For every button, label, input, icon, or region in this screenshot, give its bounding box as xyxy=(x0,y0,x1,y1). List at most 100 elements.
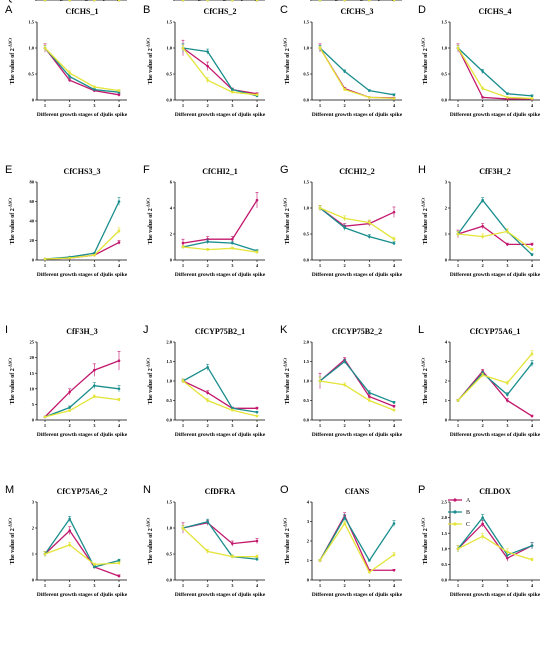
data-point xyxy=(43,415,47,419)
x-axis-label: Different growth stages of djulis spike xyxy=(450,432,541,438)
series-line xyxy=(457,47,532,100)
data-point xyxy=(368,235,371,238)
y-tick-label: 0.5 xyxy=(166,0,172,1)
panel-d: D CfCHS_4 0.0 0.5 1.0 1.5 1 2 3 4 Different growth… xyxy=(418,4,541,118)
legend-marker xyxy=(453,498,457,502)
y-axis-label-base: The value of 2 xyxy=(285,48,291,84)
panel-l: L CfCYP75A6_1 0 1 2 3 4 1 2 3 4 Different growth st… xyxy=(418,324,541,438)
y-tick-label: 1.0 xyxy=(303,206,309,211)
y-axis-label-sup: -ΔΔCt xyxy=(146,37,151,48)
y-tick-label: 0 xyxy=(307,0,310,1)
series-line xyxy=(319,207,395,244)
data-point xyxy=(481,224,484,228)
panel-q: QCfUFGT-10.00.51.01.52.02.51234Different… xyxy=(0,0,128,3)
y-tick-label: 1.5 xyxy=(441,20,447,25)
series-line xyxy=(182,199,258,244)
data-point xyxy=(117,229,121,233)
series-a xyxy=(318,205,396,229)
y-axis-label-base: The value of 2 xyxy=(285,528,291,564)
data-point xyxy=(181,245,185,249)
series-b xyxy=(318,45,396,97)
data-point xyxy=(368,395,371,398)
y-tick-label: 1.5 xyxy=(166,359,172,364)
x-axis-label: Different growth stages of djulis spike xyxy=(37,272,128,278)
x-axis-label: Different growth stages of djulis spike xyxy=(450,592,541,598)
data-point xyxy=(255,414,259,418)
y-axis-label-base: The value of 2 xyxy=(0,0,13,2)
x-tick-label: 2 xyxy=(207,263,210,268)
series-line xyxy=(319,380,395,411)
series-c xyxy=(43,541,121,566)
series-c xyxy=(318,205,396,242)
panel-letter: P xyxy=(418,484,425,496)
data-point xyxy=(206,550,209,553)
y-tick-label: 1 xyxy=(445,232,448,237)
data-point xyxy=(506,243,509,246)
panel-title: CfCHS_3 xyxy=(341,7,374,16)
x-tick-label: 3 xyxy=(506,423,509,428)
x-tick-label: 2 xyxy=(69,423,72,428)
series-line xyxy=(44,47,120,92)
series-line xyxy=(319,207,395,240)
y-axis-label-base: The value of 2 xyxy=(148,208,154,244)
y-tick-label: 2 xyxy=(32,526,35,531)
y-axis-label-base: The value of 2 xyxy=(10,48,16,84)
x-tick-label: 4 xyxy=(118,423,121,428)
series-line xyxy=(44,384,120,418)
legend-item-b: B xyxy=(448,510,470,516)
y-tick-label: 0.0 xyxy=(28,0,34,1)
x-axis-label: Different growth stages of djulis spike xyxy=(175,592,266,598)
data-point xyxy=(206,64,209,68)
series-b xyxy=(43,382,121,419)
panel-title: CfCHS_4 xyxy=(479,7,512,16)
y-axis-label-base: The value of 2 xyxy=(10,528,16,564)
series-line xyxy=(44,47,120,96)
panel-letter: B xyxy=(143,4,150,16)
y-tick-label: 0.5 xyxy=(166,72,172,77)
data-point xyxy=(506,393,509,396)
y-tick-label: 0.0 xyxy=(166,0,172,1)
data-point xyxy=(93,253,96,257)
series-b xyxy=(456,360,534,402)
panel-e: E CfCHS3_3 0 20 40 60 80 1 2 3 4 Different growth s… xyxy=(5,164,128,278)
x-tick-label: 1 xyxy=(44,263,47,268)
y-axis-label: The value of 2-ΔΔCt xyxy=(8,197,17,244)
x-tick-label: 2 xyxy=(207,423,210,428)
x-tick-label: 1 xyxy=(319,423,322,428)
y-tick-label: 1.5 xyxy=(166,20,172,25)
series-c xyxy=(43,0,121,2)
series-line xyxy=(182,47,258,95)
series-b xyxy=(181,43,259,98)
y-tick-label: 1.0 xyxy=(441,546,447,551)
x-tick-label: 2 xyxy=(69,583,72,588)
x-tick-label: 1 xyxy=(457,583,460,588)
y-tick-label: 3 xyxy=(32,500,35,505)
y-tick-label: 1.0 xyxy=(166,46,172,51)
data-point xyxy=(181,0,185,2)
data-point xyxy=(506,550,509,554)
data-point xyxy=(255,407,259,410)
y-axis-label-sup: -ΔΔCt xyxy=(8,357,13,368)
panel-letter: I xyxy=(5,324,8,336)
y-tick-label: 1.5 xyxy=(28,20,34,25)
panel-a: A CfCHS_1 0 0.5 1.0 1.5 1 2 3 4 Different growth s… xyxy=(5,4,128,118)
data-point xyxy=(481,373,484,377)
data-point xyxy=(68,517,71,521)
data-point xyxy=(43,257,47,261)
y-tick-label: 0.5 xyxy=(303,72,309,77)
panel-letter: K xyxy=(280,324,288,336)
y-axis-label-base: The value of 2 xyxy=(0,0,13,2)
x-tick-label: 2 xyxy=(344,583,347,588)
x-tick-label: 1 xyxy=(44,423,47,428)
panel-title: CfCHS3_3 xyxy=(64,167,101,176)
series-line xyxy=(457,47,533,100)
y-tick-label: 3 xyxy=(445,359,448,364)
data-point xyxy=(181,46,185,50)
data-point xyxy=(456,399,460,402)
y-axis-label-sup: -ΔΔCt xyxy=(421,197,426,208)
data-point xyxy=(343,360,346,363)
series-b xyxy=(456,45,534,98)
panel-letter: D xyxy=(418,4,426,16)
x-axis-label: Different growth stages of djulis spike xyxy=(450,112,541,118)
x-tick-label: 1 xyxy=(44,583,47,588)
